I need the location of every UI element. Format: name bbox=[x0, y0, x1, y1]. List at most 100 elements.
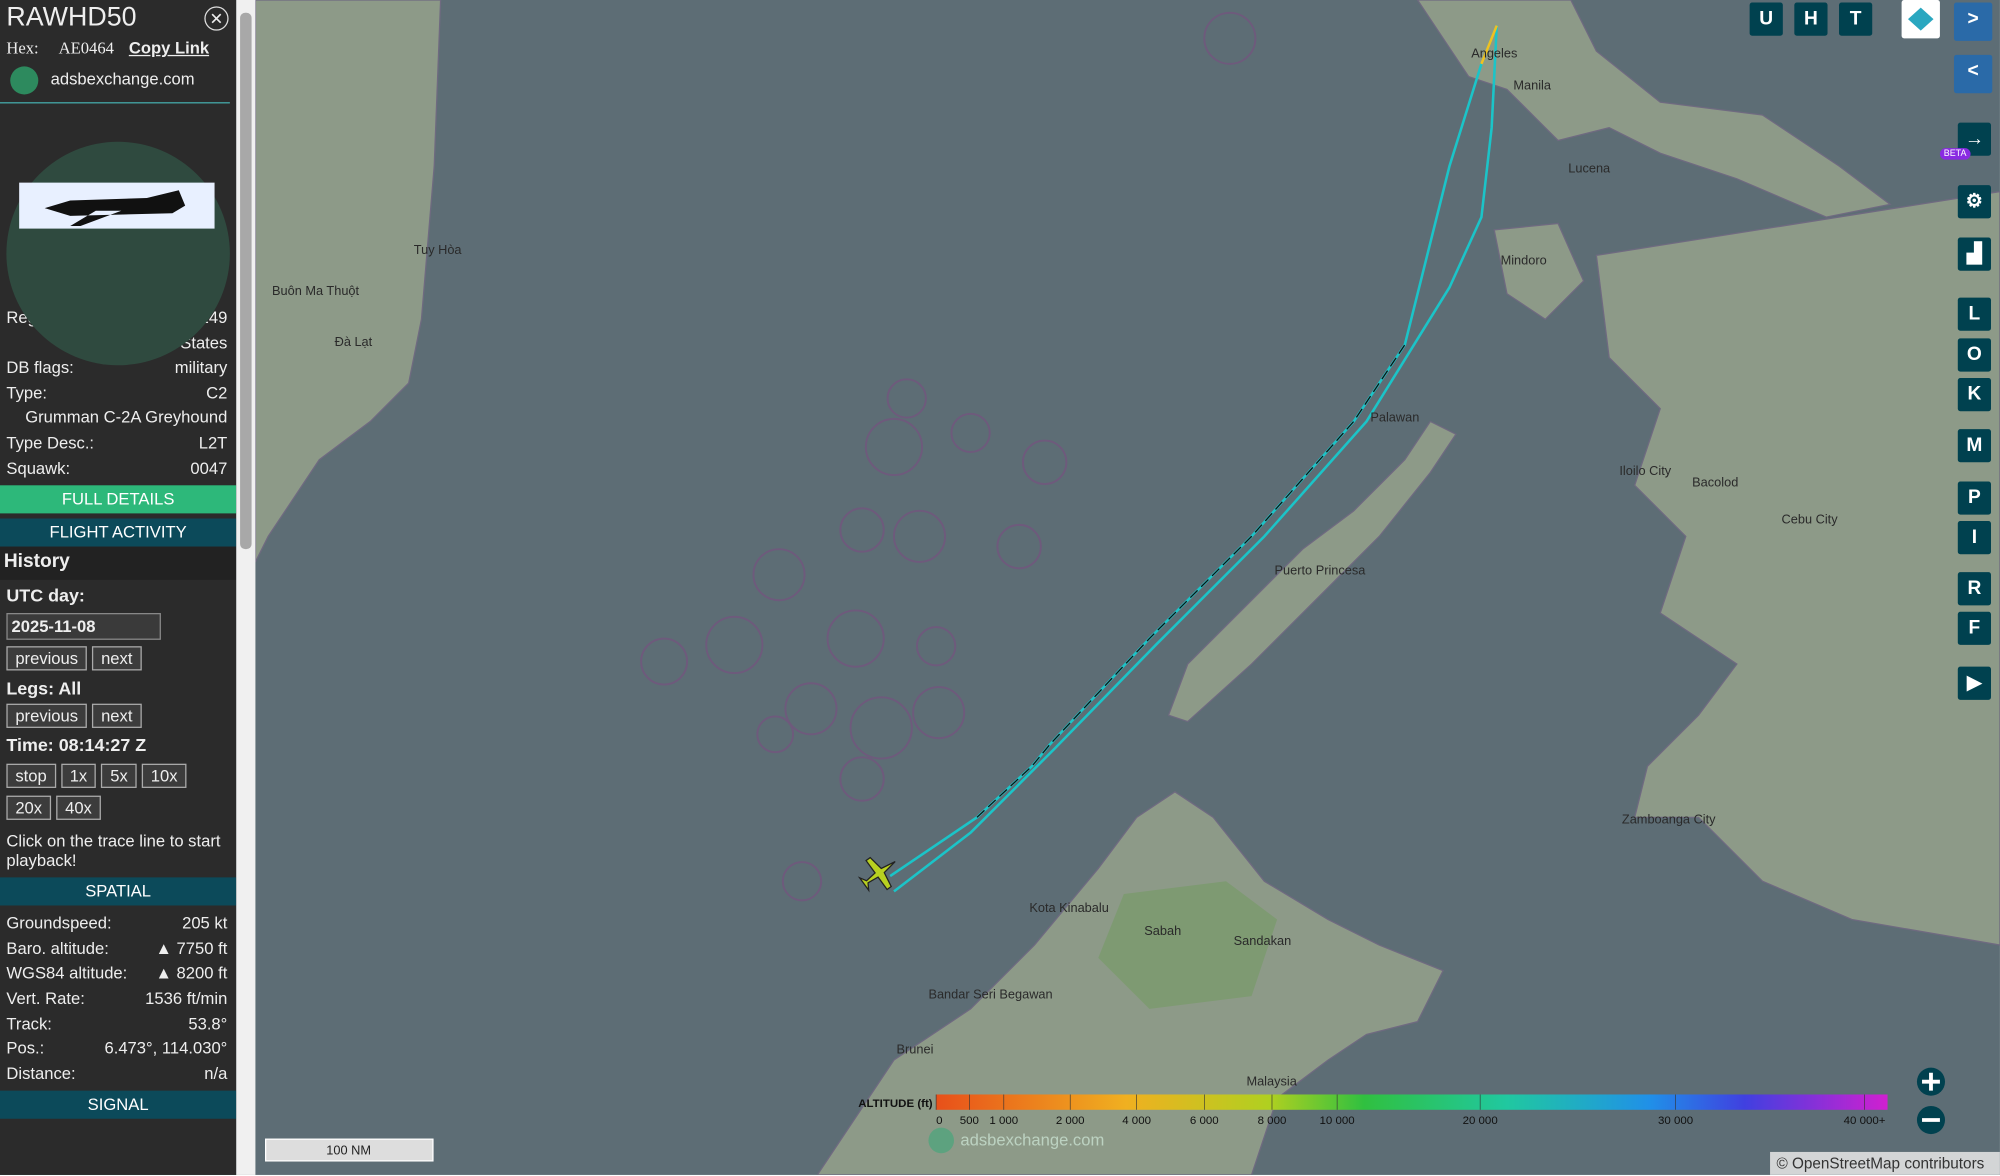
altitude-tick-label: 30 000 bbox=[1658, 1115, 1693, 1127]
utc-day-label: UTC day: bbox=[6, 585, 85, 606]
aircraft-icon[interactable] bbox=[854, 847, 906, 898]
spatial: Groundspeed: 205 kt Baro. altitude: ▲ 7750 … bbox=[0, 906, 236, 1086]
map-toggle[interactable]: I bbox=[1957, 521, 1991, 555]
altitude-tick-label: 1 000 bbox=[989, 1115, 1018, 1127]
altitude-tick-label: 4 000 bbox=[1122, 1115, 1151, 1127]
zoom-buttons[interactable] bbox=[1916, 1067, 1946, 1135]
map-toggle[interactable]: O bbox=[1957, 338, 1991, 372]
watermark: adsbexchange.com bbox=[960, 1131, 1104, 1150]
layers-button[interactable] bbox=[1901, 0, 1940, 39]
next-day[interactable]: next bbox=[92, 646, 142, 671]
info-label: Type Desc.: bbox=[6, 432, 95, 453]
place-label: Bacolod bbox=[1692, 475, 1738, 490]
speed-button[interactable]: 40x bbox=[56, 795, 101, 821]
info-row: Vert. Rate: 1536 ft/min bbox=[0, 986, 236, 1011]
altitude-tick-label: 2 000 bbox=[1056, 1115, 1085, 1127]
place-label: Palawan bbox=[1370, 409, 1419, 424]
full-details-button[interactable]: FULL DETAILS bbox=[0, 485, 237, 514]
settings-button[interactable]: ⚙ bbox=[1957, 185, 1991, 219]
info-label: Pos.: bbox=[6, 1038, 45, 1058]
info-value: L2T bbox=[198, 432, 228, 453]
attribution[interactable]: © OpenStreetMap contributors bbox=[1776, 1156, 1984, 1173]
place-label: Iloilo City bbox=[1619, 463, 1671, 478]
map-toggle[interactable]: M bbox=[1957, 429, 1991, 463]
place-label: Buôn Ma Thuột bbox=[272, 283, 360, 298]
place-label: Zamboanga City bbox=[1622, 812, 1716, 827]
scale-bar bbox=[264, 1138, 434, 1162]
place-label: Đà Lạt bbox=[335, 334, 373, 349]
close-button[interactable]: ✕ bbox=[204, 6, 229, 31]
info-row: Squawk: 0047 bbox=[0, 455, 236, 480]
trace bbox=[889, 25, 1499, 893]
aircraft-silhouette bbox=[19, 182, 215, 229]
speed-button[interactable]: stop bbox=[6, 763, 56, 789]
map-toggle[interactable]: H bbox=[1794, 2, 1828, 36]
place-label: Mindoro bbox=[1501, 252, 1547, 267]
scrollbar[interactable] bbox=[236, 0, 256, 1175]
info-row: Type: C2 bbox=[0, 380, 236, 405]
map-toggle[interactable]: L bbox=[1957, 297, 1991, 331]
altitude-tick-label: 8 000 bbox=[1258, 1115, 1287, 1127]
map-toggle[interactable]: F bbox=[1957, 611, 1991, 645]
watermark-logo bbox=[928, 1127, 954, 1154]
replay-button[interactable]: ▶ bbox=[1957, 666, 1991, 700]
utc-day-input[interactable]: 2025-11-08 bbox=[6, 613, 161, 641]
info-value: 1536 ft/min bbox=[145, 988, 228, 1008]
source: adsbexchange.com bbox=[50, 69, 195, 89]
info-row: Grumman C-2A Greyhound bbox=[0, 405, 236, 430]
info-row: Groundspeed: 205 kt bbox=[0, 911, 236, 936]
place-label: Malaysia bbox=[1246, 1074, 1297, 1089]
altitude-tick-label: 6 000 bbox=[1190, 1115, 1219, 1127]
beta-badge: BETA bbox=[1939, 148, 1971, 160]
speed-button[interactable]: 1x bbox=[60, 763, 97, 789]
expand-button[interactable]: > bbox=[1953, 2, 1993, 41]
previous-leg[interactable]: previous bbox=[6, 703, 88, 729]
info-label: WGS84 altitude: bbox=[6, 963, 128, 983]
altitude-tick-label: 500 bbox=[960, 1115, 979, 1127]
previous-day[interactable]: previous bbox=[6, 646, 88, 671]
hex-label: Hex: bbox=[6, 38, 39, 58]
attribution-bg bbox=[1770, 1151, 2000, 1175]
place-label: Puerto Princesa bbox=[1275, 563, 1367, 578]
info-row: Baro. altitude: ▲ 7750 ft bbox=[0, 936, 236, 961]
map-toggle[interactable]: T bbox=[1839, 2, 1873, 36]
info-row: DB flags: military bbox=[0, 355, 236, 380]
info-value: ▲ 7750 ft bbox=[155, 938, 228, 958]
copy-link[interactable]: Copy Link bbox=[128, 38, 210, 58]
time: Time: 08:14:27 Z bbox=[6, 734, 147, 755]
place-label: Bandar Seri Begawan bbox=[928, 987, 1052, 1002]
history-title: History bbox=[0, 546, 237, 581]
place-label: Manila bbox=[1513, 77, 1552, 92]
legs: Legs: All bbox=[6, 678, 82, 699]
info-value: 53.8° bbox=[188, 1013, 228, 1033]
info-row: Pos.: 6.473°, 114.030° bbox=[0, 1036, 236, 1061]
altitude-tick-label: 0 bbox=[936, 1115, 942, 1127]
speed-button[interactable]: 5x bbox=[101, 763, 137, 789]
scale-label: 100 NM bbox=[326, 1142, 371, 1157]
info-row: Track: 53.8° bbox=[0, 1011, 236, 1036]
place-label: Kota Kinabalu bbox=[1029, 900, 1109, 915]
stats-button[interactable]: ▟ bbox=[1957, 237, 1991, 271]
info-label: Track: bbox=[6, 1013, 52, 1033]
speed-button[interactable]: 10x bbox=[141, 763, 187, 789]
map-toggle[interactable]: P bbox=[1957, 481, 1991, 515]
next-leg[interactable]: next bbox=[92, 703, 142, 729]
info-value: 6.473°, 114.030° bbox=[104, 1038, 228, 1058]
map-toggle[interactable]: K bbox=[1957, 378, 1991, 412]
flight-activity-button[interactable]: FLIGHT ACTIVITY bbox=[0, 518, 237, 547]
altitude-tick-label: 10 000 bbox=[1320, 1115, 1355, 1127]
map-toggle[interactable]: R bbox=[1957, 572, 1991, 606]
speed-button[interactable]: 20x bbox=[6, 795, 52, 821]
map-toggle[interactable]: U bbox=[1749, 2, 1783, 36]
info-row: Distance: n/a bbox=[0, 1061, 236, 1086]
info-label: Distance: bbox=[6, 1063, 76, 1083]
collapse-button[interactable]: < bbox=[1953, 54, 1993, 94]
info-label: Baro. altitude: bbox=[6, 938, 109, 958]
place-label: Sabah bbox=[1144, 923, 1181, 938]
altitude-tick-label: 40 000+ bbox=[1844, 1115, 1886, 1127]
sidebar: RAWHD50 ✕ Hex: AE0464 Copy Link adsbexch… bbox=[0, 0, 237, 1175]
reefs bbox=[640, 11, 1257, 902]
